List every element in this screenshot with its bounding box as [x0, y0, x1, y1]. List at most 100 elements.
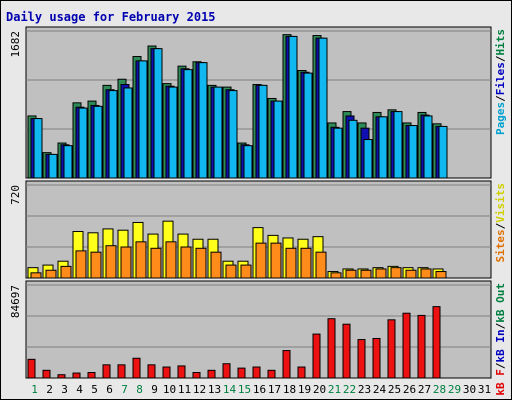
- bar: [72, 372, 81, 379]
- max-value-label: 1682: [9, 31, 22, 58]
- bar: [60, 265, 72, 279]
- bar: [138, 60, 148, 179]
- legend-entry: /: [494, 362, 507, 369]
- x-tick-label: 11: [178, 383, 191, 396]
- x-tick-label: 13: [208, 383, 221, 396]
- bar: [432, 306, 441, 379]
- bar: [48, 153, 58, 179]
- bar: [423, 115, 433, 179]
- bar: [348, 119, 358, 179]
- x-tick-label: 22: [343, 383, 356, 396]
- x-tick-label: 5: [91, 383, 98, 396]
- x-tick-label: 18: [283, 383, 296, 396]
- x-tick-label: 14: [223, 383, 237, 396]
- bar: [45, 269, 57, 279]
- chart-panels: 1682Pages/Files/Hits720Sites/Visits84697…: [9, 26, 507, 396]
- bar: [75, 250, 87, 279]
- x-tick-label: 1: [31, 383, 38, 396]
- series-sites: [30, 241, 447, 279]
- x-tick-label: 17: [268, 383, 281, 396]
- bar: [360, 269, 372, 279]
- legend-entry: Hits: [494, 29, 507, 56]
- bar: [237, 367, 246, 379]
- bar: [222, 363, 231, 379]
- bar: [228, 90, 238, 179]
- x-tick-label: 30: [463, 383, 476, 396]
- bar: [405, 269, 417, 279]
- bar: [240, 264, 252, 279]
- bar: [207, 369, 216, 379]
- max-value-label: 84697: [9, 285, 22, 318]
- legend-entry: /: [494, 55, 507, 62]
- bar: [363, 139, 373, 179]
- x-tick-label: 4: [76, 383, 83, 396]
- x-tick-label: 7: [121, 383, 128, 396]
- legend-entry: /: [494, 322, 507, 329]
- bar: [435, 271, 447, 279]
- legend-visits: Sites/Visits: [494, 183, 507, 263]
- bar: [105, 245, 117, 279]
- bar: [30, 272, 42, 279]
- bar: [300, 247, 312, 279]
- bar: [378, 116, 388, 179]
- x-tick-label: 25: [388, 383, 401, 396]
- x-tick-label: 12: [193, 383, 206, 396]
- bar: [288, 35, 298, 179]
- x-tick-label: 21: [328, 383, 341, 396]
- bar: [120, 246, 132, 279]
- bar: [270, 242, 282, 279]
- x-tick-label: 10: [163, 383, 176, 396]
- legend-entry: Pages: [494, 102, 507, 135]
- bar: [117, 364, 126, 379]
- x-tick-label: 24: [373, 383, 387, 396]
- bar: [165, 241, 177, 279]
- bar: [108, 90, 118, 179]
- legend-entry: kB F: [494, 369, 507, 396]
- bar: [282, 350, 291, 379]
- bar: [438, 125, 448, 179]
- bar: [273, 100, 283, 179]
- max-value-label: 720: [9, 185, 22, 205]
- bar: [417, 314, 426, 379]
- legend-entry: kB In: [494, 329, 507, 362]
- bar: [93, 105, 103, 179]
- bar: [177, 365, 186, 379]
- legend-entry: /: [494, 95, 507, 102]
- bar: [318, 37, 328, 179]
- bar: [57, 374, 66, 379]
- bar: [102, 364, 111, 379]
- bar: [192, 372, 201, 379]
- bar: [78, 107, 88, 179]
- bar: [27, 358, 36, 379]
- bar: [330, 272, 342, 279]
- bar: [183, 69, 193, 179]
- x-tick-label: 3: [61, 383, 68, 396]
- bar: [135, 241, 147, 279]
- bar: [393, 111, 403, 179]
- bar: [180, 246, 192, 279]
- bar: [402, 312, 411, 379]
- bar: [195, 247, 207, 279]
- panel-visits: 720 Sites/Visits: [9, 180, 507, 279]
- bar: [123, 87, 133, 179]
- chart-title: Daily usage for February 2015: [6, 10, 216, 24]
- bar: [372, 337, 381, 379]
- bar: [213, 86, 223, 179]
- bar: [390, 267, 402, 279]
- bar: [258, 84, 268, 179]
- bar: [345, 269, 357, 279]
- x-tick-label: 15: [238, 383, 251, 396]
- legend-entry: Sites: [494, 229, 507, 262]
- bar: [63, 145, 73, 179]
- bar: [162, 366, 171, 379]
- x-tick-label: 26: [403, 383, 416, 396]
- bar: [420, 268, 432, 279]
- x-tick-label: 9: [151, 383, 158, 396]
- bar: [303, 72, 313, 179]
- bar: [90, 251, 102, 279]
- panel-background: [25, 280, 492, 379]
- bar: [42, 369, 51, 379]
- x-tick-label: 23: [358, 383, 371, 396]
